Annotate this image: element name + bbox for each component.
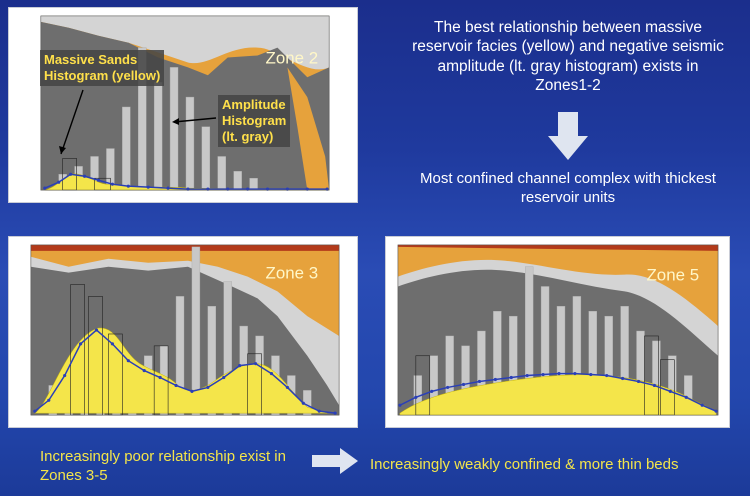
zone3-chart-panel: Zone 3	[8, 236, 358, 428]
zone3-chart: Zone 3	[30, 244, 340, 416]
zone5-chart: Zone 5	[397, 244, 719, 416]
zone2-chart-panel: Zone 2	[8, 7, 358, 203]
zone5-chart-panel: Zone 5	[385, 236, 730, 428]
down-arrow-icon	[548, 112, 588, 160]
zone5-label: Zone 5	[646, 266, 699, 285]
best-relationship-text: The best relationship between massive re…	[412, 19, 724, 95]
most-confined-text: Most confined channel complex with thick…	[420, 170, 716, 206]
right-arrow-icon	[312, 448, 358, 474]
amplitude-callout: Amplitude Histogram (lt. gray)	[218, 95, 291, 147]
massive-sands-callout: Massive Sands Histogram (yellow)	[40, 50, 165, 86]
weakly-confined-text: Increasingly weakly confined & more thin…	[370, 456, 679, 473]
zone3-label: Zone 3	[266, 264, 319, 283]
zone2-label: Zone 2	[266, 48, 319, 67]
callout-pointer-sands	[59, 89, 84, 155]
callout-pointer-amplitude	[172, 117, 217, 125]
increasingly-poor-text: Increasingly poor relationship exist in …	[40, 448, 286, 484]
